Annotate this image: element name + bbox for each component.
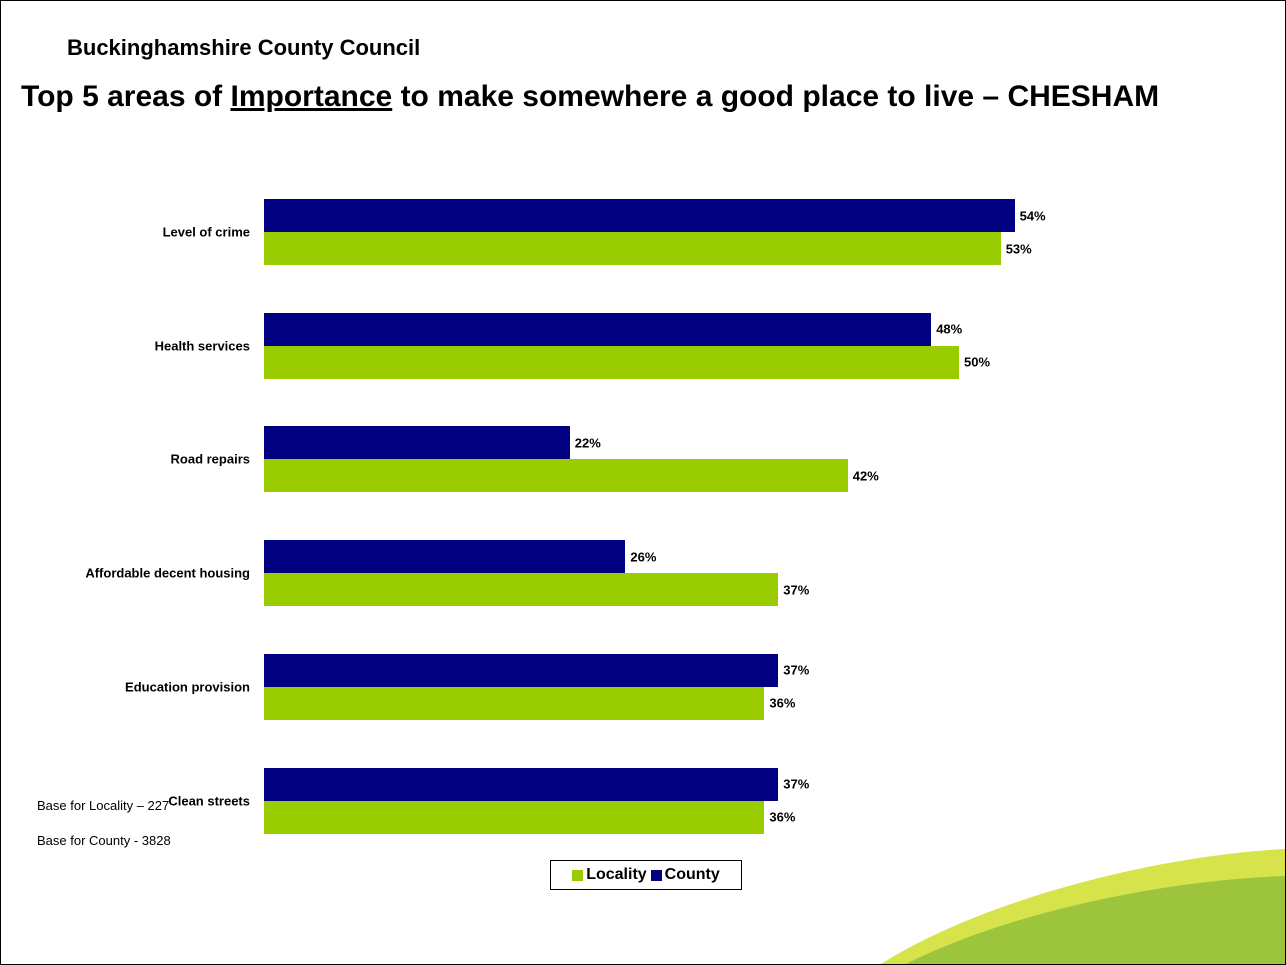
data-label-locality: 42% (852, 468, 879, 484)
legend-item-locality: Locality (572, 866, 647, 884)
category-label: Education provision (125, 679, 250, 695)
data-label-locality: 50% (964, 354, 991, 370)
base-county-note: Base for County - 3828 (37, 833, 171, 848)
data-label-locality: 37% (783, 582, 810, 598)
bar-county (264, 540, 626, 574)
bar-county (264, 426, 570, 460)
bar-county (264, 312, 932, 346)
bar-locality (264, 800, 765, 834)
category-label: Road repairs (170, 451, 250, 467)
bar-locality (264, 573, 779, 607)
data-label-county: 48% (936, 321, 963, 337)
chart-legend: Locality County (550, 860, 742, 890)
data-label-county: 37% (783, 662, 810, 678)
data-label-county: 26% (630, 549, 657, 565)
base-locality-note: Base for Locality – 227 (37, 798, 170, 813)
category-label: Health services (154, 338, 250, 354)
legend-label-locality: Locality (586, 866, 647, 883)
chart-title: Top 5 areas of Importance to make somewh… (21, 80, 1160, 113)
category-label: Level of crime (162, 224, 250, 240)
category-label: Affordable decent housing (85, 565, 250, 581)
bar-county (264, 767, 779, 801)
bar-county (264, 653, 779, 687)
data-label-county: 22% (574, 435, 601, 451)
data-label-locality: 53% (1005, 241, 1032, 256)
legend-swatch-county (650, 869, 662, 881)
data-label-locality: 36% (769, 695, 796, 711)
data-label-county: 37% (783, 776, 810, 792)
bar-locality (264, 345, 959, 379)
data-label-county: 54% (1019, 208, 1046, 223)
bar-locality (264, 232, 1001, 265)
legend-item-county: County (650, 866, 720, 884)
bar-county (264, 199, 1015, 232)
legend-swatch-locality (572, 869, 584, 881)
category-label: Clean streets (168, 793, 250, 808)
bar-locality (264, 686, 765, 720)
data-label-locality: 36% (769, 809, 796, 825)
legend-label-county: County (664, 866, 720, 883)
bar-locality (264, 459, 848, 493)
organization-name: Buckinghamshire County Council (67, 35, 421, 60)
